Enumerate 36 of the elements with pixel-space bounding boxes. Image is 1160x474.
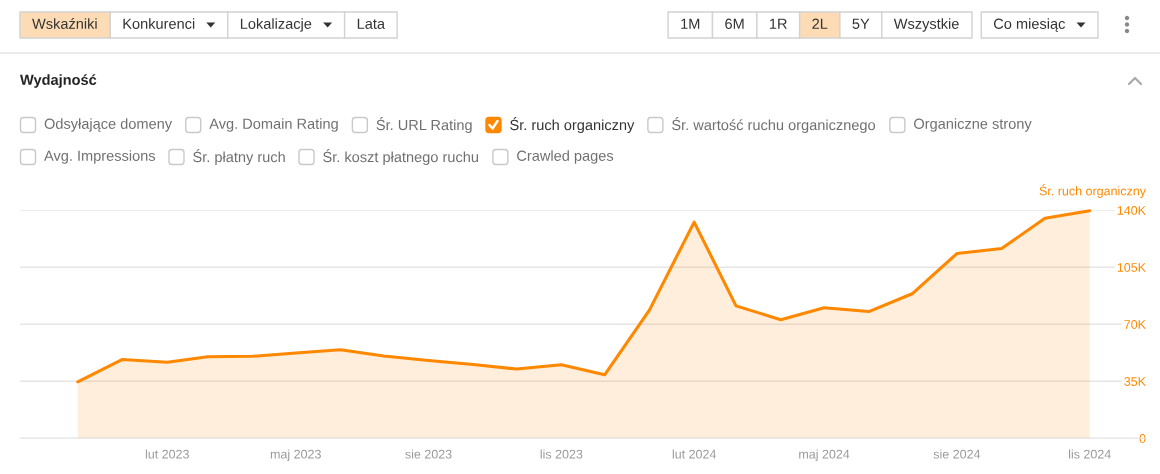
x-tick-label: sie 2023 <box>405 449 452 459</box>
text: 6M <box>725 18 744 29</box>
text: Avg. Domain Rating <box>209 118 338 132</box>
text: Organiczne strony <box>914 118 1032 132</box>
text: 5Y <box>852 18 870 29</box>
text: Lokalizacje <box>240 18 312 32</box>
legend-label: Śr. ruch organiczny <box>510 116 635 134</box>
text: Konkurenci <box>123 18 195 29</box>
x-tick-label: lis 2024 <box>1069 449 1111 459</box>
text: Śr. URL Rating <box>376 116 472 134</box>
text: 1M <box>681 18 700 29</box>
y-tick-label: 140K <box>1117 206 1146 215</box>
text: 1R <box>769 18 787 29</box>
text: Wszystkie <box>893 18 959 32</box>
x-tick-label: lis 2023 <box>540 449 583 459</box>
text: Avg. Impressions <box>44 150 156 164</box>
text: Crawled pages <box>517 150 614 164</box>
y-tick-label: 35K <box>1124 377 1146 386</box>
x-tick-label: lut 2024 <box>672 449 717 459</box>
y-tick-label: 0 <box>1139 434 1146 443</box>
y-tick-label: 105K <box>1117 263 1146 272</box>
text: Śr. płatny ruch <box>193 148 285 166</box>
text: Wskaźniki <box>32 18 97 29</box>
y-axis-title: Śr. ruch organiczny <box>1039 184 1146 198</box>
text: Lata <box>357 18 386 29</box>
x-tick-label: sie 2024 <box>933 449 981 459</box>
text: 2L <box>812 18 828 29</box>
text: Co miesiąc <box>993 18 1065 32</box>
text: Odsyłające domeny <box>44 118 173 132</box>
x-tick-label: lut 2023 <box>145 449 189 459</box>
text: Śr. wartość ruchu organicznego <box>672 116 876 134</box>
y-tick-label: 70K <box>1124 320 1146 329</box>
x-tick-label: maj 2023 <box>270 449 321 462</box>
chart-title: Wydajność <box>20 74 97 88</box>
text: Śr. koszt płatnego ruchu <box>323 148 478 166</box>
x-tick-label: maj 2024 <box>799 449 850 462</box>
